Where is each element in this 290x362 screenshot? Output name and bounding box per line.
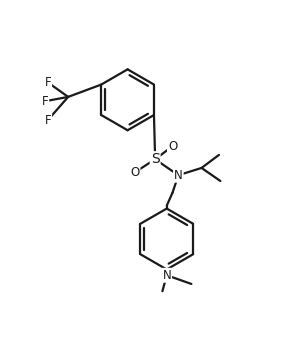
Text: F: F (45, 76, 51, 89)
Text: S: S (151, 152, 160, 166)
Text: F: F (42, 95, 48, 108)
Text: N: N (174, 169, 183, 182)
Text: N: N (162, 269, 171, 282)
Text: O: O (168, 140, 177, 153)
Text: O: O (130, 166, 139, 179)
Text: F: F (45, 114, 51, 127)
